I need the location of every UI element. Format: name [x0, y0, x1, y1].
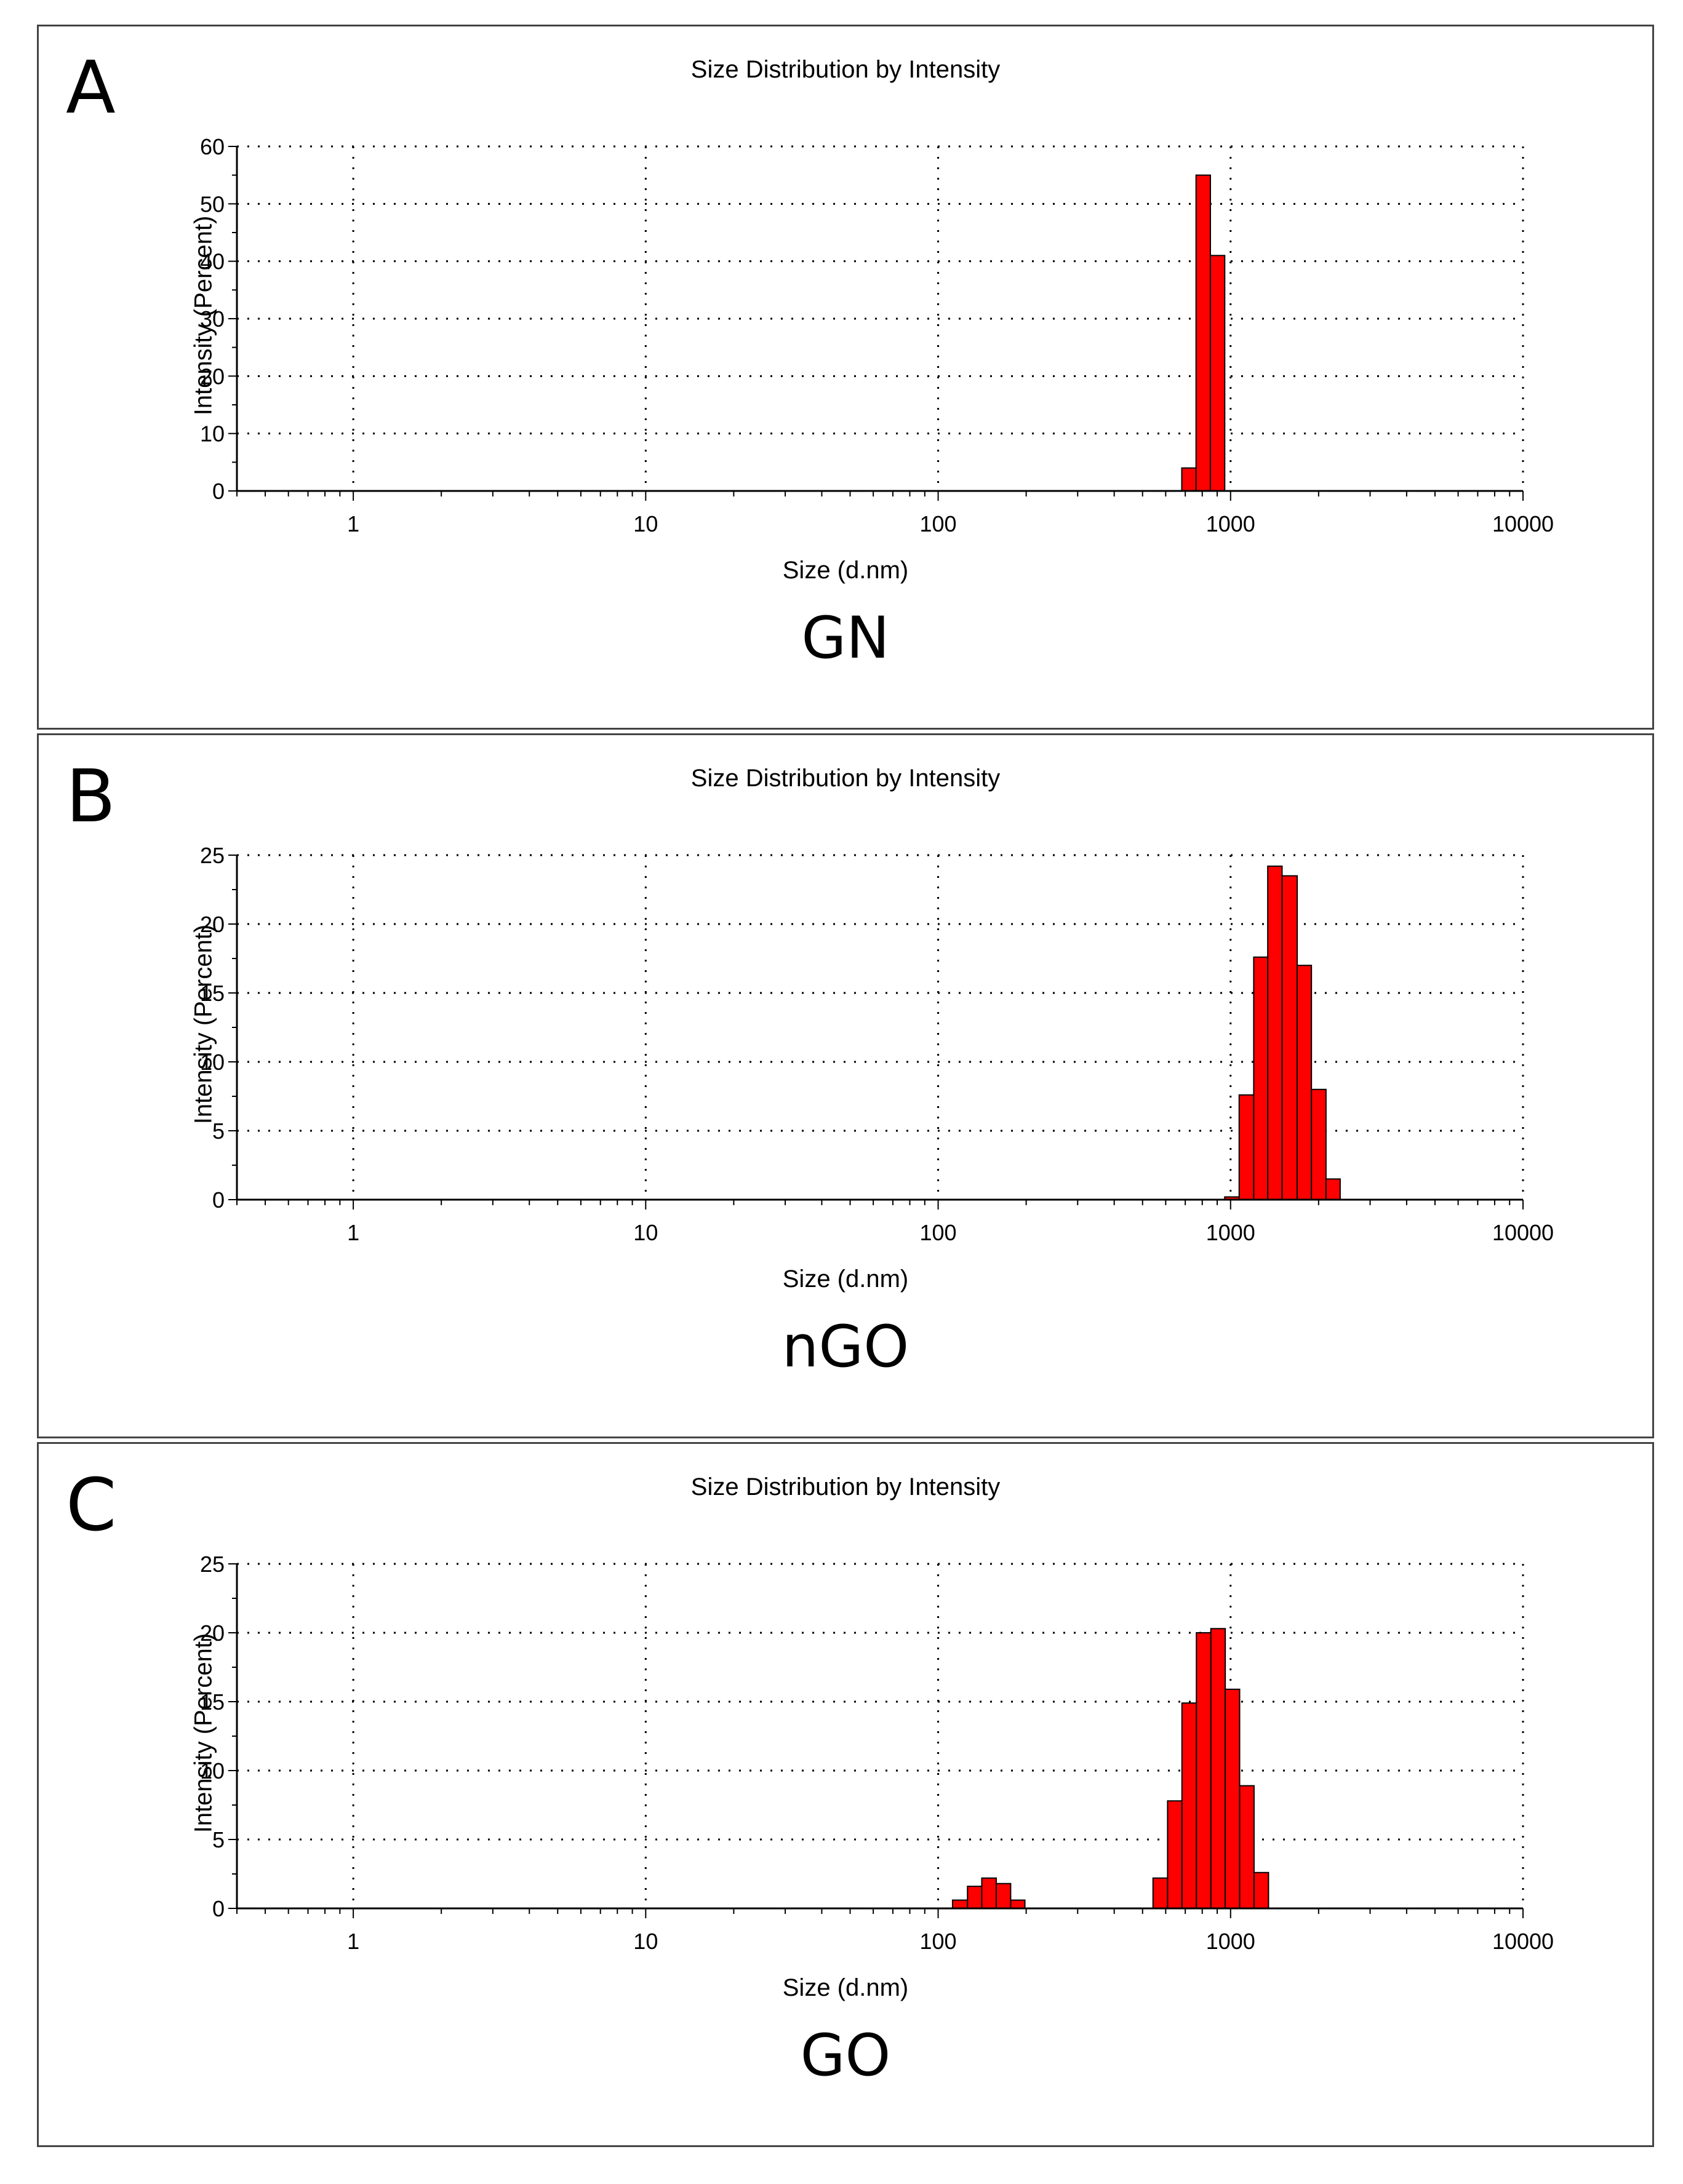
y-tick-label: 40: [200, 249, 225, 274]
x-axis-label: Size (d.nm): [782, 557, 909, 584]
chart-title: Size Distribution by Intensity: [690, 765, 1001, 792]
histogram-bar: [951, 1899, 969, 1909]
y-tick-label: 25: [200, 843, 225, 868]
sample-label: nGO: [782, 1313, 909, 1381]
panel-letter: A: [66, 45, 116, 130]
histogram-bar: [1238, 1094, 1255, 1201]
y-tick-label: 10: [200, 1758, 225, 1783]
histogram-bar: [1311, 1088, 1327, 1200]
histogram-bar: [995, 1883, 1012, 1909]
y-axis-label: Intensity (Percent): [190, 215, 217, 416]
x-tick-label: 10000: [1492, 511, 1554, 536]
histogram-bar: [1253, 956, 1269, 1200]
y-tick-label: 20: [200, 1620, 225, 1646]
y-tick-label: 20: [200, 912, 225, 937]
x-tick-label: 1: [347, 1929, 359, 1954]
histogram-bar: [1210, 1628, 1226, 1909]
x-tick-label: 10000: [1492, 1220, 1554, 1245]
panel-c: 0 5 10 15 20 25 1 10 100 1000 10000 C Size Distrib…: [37, 1442, 1654, 2147]
y-tick-label: 10: [200, 421, 225, 447]
histogram-bar: [1152, 1877, 1169, 1909]
y-tick-label: 50: [200, 191, 225, 217]
y-axis-label: Intensity (Percent): [190, 1633, 217, 1833]
histogram-bar: [1209, 255, 1226, 492]
y-tick-label: 5: [212, 1118, 225, 1144]
y-tick-label: 15: [200, 981, 225, 1006]
panel-letter: C: [66, 1462, 117, 1547]
histogram-bar: [1253, 1871, 1269, 1910]
panel-letter: B: [66, 754, 116, 839]
histogram-bar: [1239, 1785, 1255, 1910]
histogram-bar: [1010, 1899, 1026, 1909]
chart-title: Size Distribution by Intensity: [690, 1473, 1001, 1501]
histogram-bar: [1281, 875, 1298, 1201]
x-tick-label: 100: [920, 1929, 957, 1954]
x-tick-label: 10000: [1492, 1929, 1554, 1954]
y-tick-label: 10: [200, 1050, 225, 1075]
histogram-bar: [1167, 1800, 1183, 1910]
histogram-bar: [1195, 174, 1211, 492]
y-tick-label: 5: [212, 1827, 225, 1852]
y-tick-label: 15: [200, 1689, 225, 1715]
y-tick-label: 30: [200, 306, 225, 332]
histogram-bar: [1325, 1178, 1341, 1201]
y-tick-label: 20: [200, 364, 225, 389]
x-tick-label: 100: [920, 1220, 957, 1245]
chart-svg: 0 10 20 30 40 50 60 1 10 100 1000 10000: [200, 134, 1554, 536]
chart-title: Size Distribution by Intensity: [690, 56, 1001, 83]
histogram-bar: [981, 1877, 997, 1909]
x-tick-label: 10: [633, 1929, 658, 1954]
x-tick-label: 1000: [1206, 511, 1255, 536]
histogram-bar: [967, 1886, 983, 1909]
y-tick-label: 60: [200, 134, 225, 159]
x-tick-label: 1000: [1206, 1220, 1255, 1245]
histogram-bar: [1181, 467, 1197, 492]
histogram-bar: [1181, 1702, 1197, 1909]
histogram-bar: [1267, 865, 1283, 1201]
x-tick-label: 100: [920, 511, 957, 536]
sample-label: GO: [800, 2022, 891, 2089]
x-tick-label: 10: [633, 1220, 658, 1245]
chart-svg: 0 5 10 15 20 25 1 10 100 1000 10000: [200, 1552, 1554, 1954]
x-tick-label: 1: [347, 511, 359, 536]
panel-b: 0 5 10 15 20 25 1 10 100 1000 10000 B Size Distrib…: [37, 733, 1654, 1438]
histogram-bar: [1225, 1688, 1241, 1909]
y-tick-label: 25: [200, 1552, 225, 1577]
sample-label: GN: [801, 605, 890, 672]
x-axis-label: Size (d.nm): [782, 1974, 909, 2001]
x-axis-label: Size (d.nm): [782, 1265, 909, 1293]
y-tick-label: 0: [212, 1896, 225, 1921]
x-tick-label: 1: [347, 1220, 359, 1245]
histogram-bar: [1196, 1632, 1212, 1909]
histogram-bar: [1297, 965, 1313, 1200]
x-tick-label: 1000: [1206, 1929, 1255, 1954]
chart-svg: 0 5 10 15 20 25 1 10 100 1000 10000: [200, 843, 1554, 1245]
y-tick-label: 0: [212, 1187, 225, 1213]
panel-a: 0 10 20 30 40 50 60 1 10 100 1000 10000 A Size Dist…: [37, 25, 1654, 730]
y-axis-label: Intensity (Percent): [190, 924, 217, 1125]
y-tick-label: 0: [212, 479, 225, 504]
x-tick-label: 10: [633, 511, 658, 536]
